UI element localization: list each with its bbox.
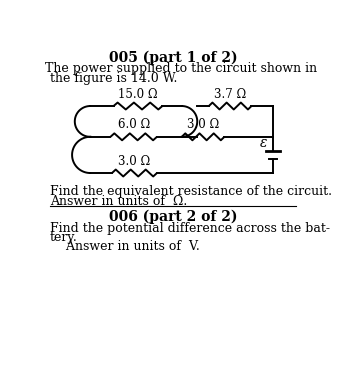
Text: Answer in units of  V.: Answer in units of V. <box>50 240 200 253</box>
Text: 3.7 Ω: 3.7 Ω <box>214 88 246 101</box>
Text: Find the equivalent resistance of the circuit.: Find the equivalent resistance of the ci… <box>50 185 332 198</box>
Text: 15.0 Ω: 15.0 Ω <box>118 88 158 101</box>
Text: tery.: tery. <box>50 231 78 244</box>
Text: Answer in units of  Ω.: Answer in units of Ω. <box>50 195 187 208</box>
Text: 005 (part 1 of 2): 005 (part 1 of 2) <box>109 51 238 65</box>
Text: The power supplied to the circuit shown in: The power supplied to the circuit shown … <box>29 62 317 75</box>
Text: 3.0 Ω: 3.0 Ω <box>118 155 151 168</box>
Text: Find the potential difference across the bat-: Find the potential difference across the… <box>50 221 330 234</box>
Text: 3.0 Ω: 3.0 Ω <box>187 118 219 131</box>
Text: the figure is 14.0 W.: the figure is 14.0 W. <box>50 72 177 85</box>
Text: 006 (part 2 of 2): 006 (part 2 of 2) <box>109 210 238 224</box>
Text: 6.0 Ω: 6.0 Ω <box>118 118 150 131</box>
Text: ε: ε <box>259 136 267 149</box>
